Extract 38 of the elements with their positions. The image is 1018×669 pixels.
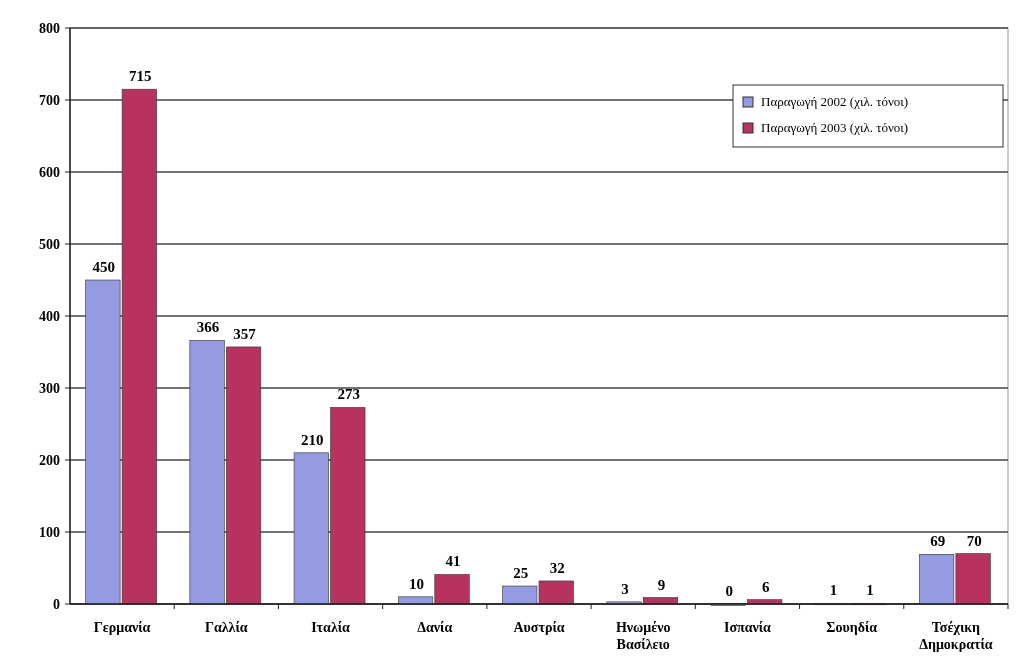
y-tick-label: 300 bbox=[39, 380, 60, 396]
data-label: 6 bbox=[761, 578, 770, 595]
y-tick-label: 700 bbox=[39, 92, 60, 108]
y-tick-label: 500 bbox=[39, 236, 60, 252]
data-label: 1 bbox=[866, 582, 874, 599]
x-tick-label: Ηνωμένο Βασίλειο bbox=[615, 620, 671, 652]
y-tick-label: 200 bbox=[39, 452, 60, 468]
legend-label: Παραγωγή 2002 (χιλ. τόνοι) bbox=[761, 94, 909, 109]
data-label: 3 bbox=[621, 580, 629, 597]
data-label: 357 bbox=[233, 325, 257, 342]
data-label: 366 bbox=[196, 319, 220, 336]
y-tick-label: 400 bbox=[39, 308, 60, 324]
data-label: 69 bbox=[930, 533, 946, 550]
data-label: 25 bbox=[513, 565, 529, 581]
legend-label: Παραγωγή 2003 (χιλ. τόνοι) bbox=[761, 120, 909, 135]
data-label: 41 bbox=[445, 553, 461, 570]
data-label: 10 bbox=[409, 575, 425, 592]
y-tick-label: 600 bbox=[39, 164, 60, 180]
x-tick-label: Ισπανία bbox=[723, 620, 772, 635]
y-tick-label: 100 bbox=[39, 524, 60, 540]
x-tick-label: Τσέχικη Δημοκρατία bbox=[919, 620, 993, 652]
x-tick-label: Ιταλία bbox=[311, 620, 351, 635]
data-label: 715 bbox=[129, 68, 152, 85]
data-label: 32 bbox=[549, 559, 565, 576]
data-label: 9 bbox=[657, 576, 666, 593]
data-label: 70 bbox=[966, 532, 982, 549]
data-label: 1 bbox=[829, 582, 838, 599]
x-tick-label: Σουηδία bbox=[826, 620, 878, 635]
y-tick-label: 0 bbox=[53, 596, 60, 612]
x-tick-label: Δανία bbox=[417, 620, 453, 635]
x-tick-label: Γαλλία bbox=[205, 620, 248, 635]
data-label: 210 bbox=[301, 431, 324, 448]
data-label: 450 bbox=[92, 259, 116, 275]
x-tick-label: Αυστρία bbox=[513, 620, 565, 635]
data-label: 273 bbox=[337, 386, 361, 403]
x-tick-label: Γερμανία bbox=[93, 620, 151, 635]
y-tick-label: 800 bbox=[39, 20, 60, 36]
data-label: 0 bbox=[725, 583, 733, 599]
